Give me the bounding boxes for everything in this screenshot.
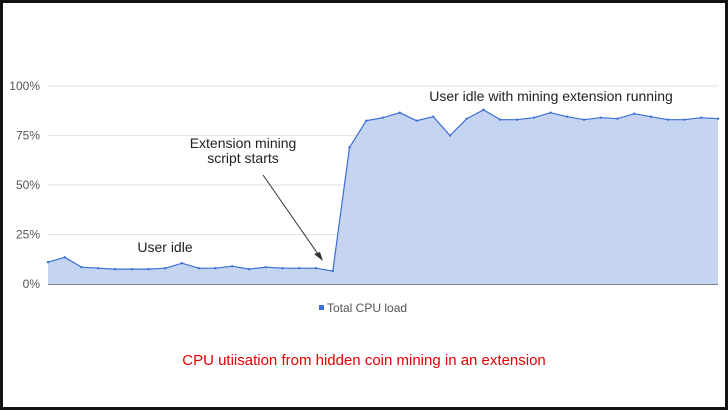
y-tick-label: 25%	[16, 228, 40, 242]
data-point	[331, 269, 334, 273]
data-point	[63, 256, 66, 259]
data-point	[700, 116, 703, 119]
data-point	[365, 119, 368, 122]
annotations: User idle Extension mining script starts…	[137, 88, 673, 261]
data-point	[80, 265, 83, 269]
data-point	[130, 267, 133, 271]
data-point	[532, 116, 535, 119]
data-point	[113, 267, 117, 271]
data-point	[616, 117, 619, 120]
data-point	[633, 112, 636, 115]
cpu-load-area	[48, 109, 718, 284]
y-axis: 0% 25% 50% 75% 100%	[9, 79, 40, 291]
data-point	[465, 117, 468, 120]
annotation-mining-start-line1: Extension mining	[190, 135, 297, 151]
data-point	[432, 115, 435, 118]
annotation-idle-with-mining: User idle with mining extension running	[429, 88, 673, 104]
data-point	[515, 118, 519, 121]
data-points	[46, 108, 720, 273]
data-point	[649, 115, 653, 118]
annotation-arrow-line	[262, 174, 321, 258]
data-point	[46, 261, 50, 264]
data-point	[398, 111, 401, 114]
data-point	[264, 265, 267, 269]
y-tick-label: 100%	[9, 79, 40, 93]
data-point	[197, 266, 200, 270]
data-point	[716, 117, 720, 120]
data-point	[482, 108, 485, 111]
data-point	[582, 118, 586, 121]
data-point	[448, 134, 452, 137]
data-point	[298, 266, 301, 270]
data-point	[164, 266, 167, 270]
annotation-user-idle: User idle	[137, 239, 192, 255]
data-point	[247, 267, 251, 271]
data-point	[499, 118, 502, 121]
data-point	[231, 264, 234, 268]
legend: Total CPU load	[319, 301, 407, 315]
data-point	[683, 118, 686, 121]
data-point	[348, 146, 351, 149]
data-point	[214, 266, 217, 270]
y-tick-label: 50%	[16, 178, 40, 192]
data-point	[381, 116, 385, 119]
annotation-mining-start-line2: script starts	[207, 150, 279, 166]
annotation-arrowhead	[314, 252, 323, 261]
data-point	[666, 118, 669, 121]
data-point	[180, 262, 184, 265]
y-tick-label: 0%	[23, 277, 41, 291]
legend-swatch	[319, 305, 324, 310]
data-point	[314, 266, 318, 270]
y-tick-label: 75%	[16, 129, 40, 143]
data-point	[147, 267, 150, 271]
data-point	[97, 266, 100, 270]
data-point	[281, 266, 284, 270]
chart-caption: CPU utiisation from hidden coin mining i…	[182, 352, 546, 369]
data-point	[549, 111, 552, 114]
data-point	[415, 119, 418, 122]
legend-label: Total CPU load	[327, 301, 407, 315]
data-point	[566, 115, 569, 118]
data-point	[599, 116, 602, 119]
